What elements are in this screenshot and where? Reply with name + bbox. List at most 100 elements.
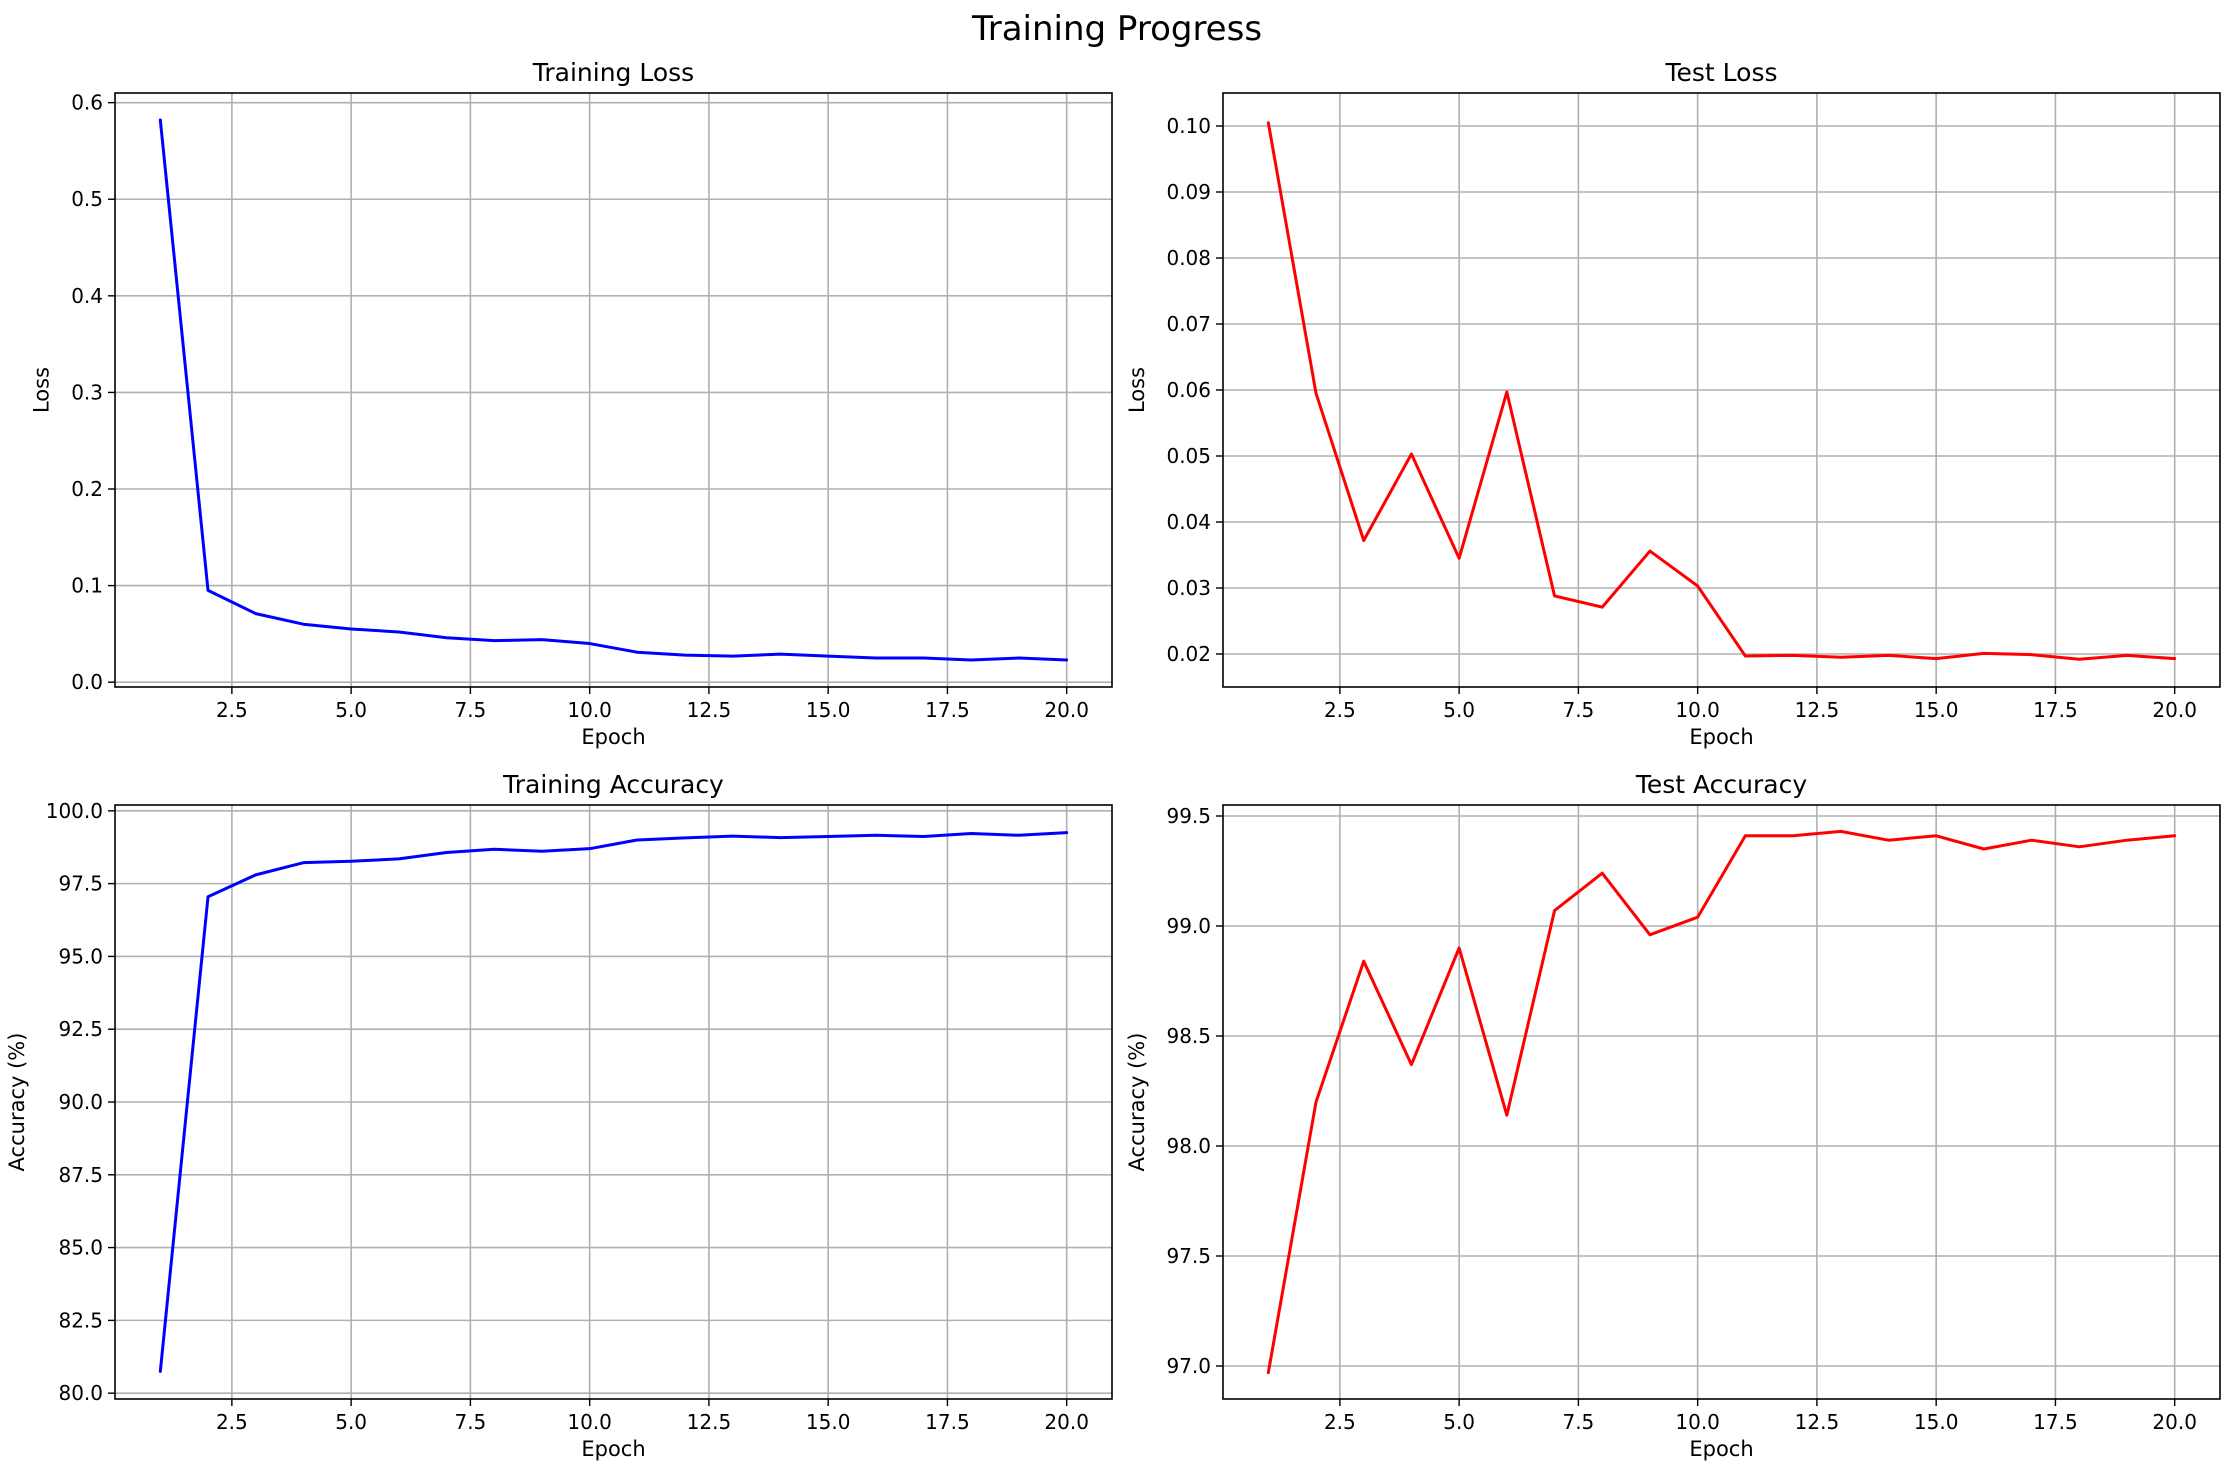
x-axis-label: Epoch: [1689, 1437, 1753, 1461]
data-point: [731, 655, 734, 658]
y-tick-label: 0.2: [71, 477, 103, 501]
data-point: [1696, 916, 1699, 919]
x-tick-label: 10.0: [567, 698, 612, 722]
data-point: [636, 651, 639, 654]
data-point: [540, 638, 543, 641]
data-point: [827, 835, 830, 838]
x-tick-label: 7.5: [454, 698, 486, 722]
data-point: [1505, 390, 1508, 393]
y-axis-label: Accuracy (%): [1125, 1033, 1149, 1172]
data-point: [1839, 830, 1842, 833]
x-tick-label: 2.5: [1324, 1410, 1356, 1434]
data-point: [1744, 654, 1747, 657]
y-tick-label: 90.0: [58, 1090, 103, 1114]
data-point: [1887, 839, 1890, 842]
axes-frame: [114, 804, 1113, 1400]
data-point: [159, 119, 162, 122]
axes-frame: [1222, 804, 2221, 1400]
x-tick-label: 20.0: [1044, 698, 1089, 722]
x-tick-label: 7.5: [1562, 1410, 1594, 1434]
data-point: [1887, 654, 1890, 657]
x-tick-label: 7.5: [454, 1410, 486, 1434]
data-point: [1744, 834, 1747, 837]
data-point: [1792, 834, 1795, 837]
y-tick-label: 99.5: [1166, 804, 1211, 828]
x-tick-label: 17.5: [2033, 698, 2078, 722]
data-point: [2078, 658, 2081, 661]
series-line: [158, 118, 1069, 662]
data-point: [350, 860, 353, 863]
data-point: [874, 834, 877, 837]
data-point: [445, 636, 448, 639]
data-point: [1065, 658, 1068, 661]
chart-training-loss: 2.5 5.0 7.5 10.0 12.5 15.0 17.5 20.0 0.0 0.1 0.2 0.…: [29, 58, 1113, 749]
x-tick-label: 5.0: [335, 698, 367, 722]
y-tick-label: 0.5: [71, 187, 103, 211]
x-tick-label: 20.0: [2152, 1410, 2197, 1434]
data-point: [254, 612, 257, 615]
y-tick-label: 0.08: [1166, 246, 1211, 270]
x-tick-label: 10.0: [1675, 698, 1720, 722]
x-tick-label: 20.0: [1044, 1410, 1089, 1434]
data-point: [445, 851, 448, 854]
y-axis-label: Accuracy (%): [5, 1033, 29, 1172]
y-tick-label: 97.0: [1166, 1354, 1211, 1378]
x-tick-label: 10.0: [1675, 1410, 1720, 1434]
data-point: [1410, 453, 1413, 456]
data-point: [1553, 909, 1556, 912]
data-point: [1315, 1101, 1318, 1104]
data-point: [1839, 656, 1842, 659]
data-point: [2173, 834, 2176, 837]
data-point: [2125, 654, 2128, 657]
x-tick-label: 12.5: [1795, 698, 1840, 722]
axes-title: Training Loss: [532, 58, 694, 87]
data-point: [207, 589, 210, 592]
data-point: [1458, 947, 1461, 950]
x-tick-label: 12.5: [687, 1410, 732, 1434]
data-point: [1362, 539, 1365, 542]
data-point: [1410, 1063, 1413, 1066]
chart-training-accuracy: 2.5 5.0 7.5 10.0 12.5 15.0 17.5 20.0 80.0 82.5 85.…: [5, 770, 1113, 1461]
chart-test-accuracy: 2.5 5.0 7.5 10.0 12.5 15.0 17.5 20.0 97.0 97.5 98.…: [1125, 770, 2221, 1461]
data-point: [1553, 594, 1556, 597]
data-point: [2078, 845, 2081, 848]
x-tick-label: 12.5: [687, 698, 732, 722]
data-point: [1935, 834, 1938, 837]
data-point: [827, 655, 830, 658]
y-tick-label: 97.5: [1166, 1244, 1211, 1268]
data-point: [1017, 834, 1020, 837]
data-point: [1648, 550, 1651, 553]
y-tick-label: 0.10: [1166, 114, 1211, 138]
data-point: [588, 847, 591, 850]
x-tick-label: 7.5: [1562, 698, 1594, 722]
y-tick-label: 92.5: [58, 1017, 103, 1041]
y-tick-label: 99.0: [1166, 914, 1211, 938]
y-tick-label: 0.02: [1166, 642, 1211, 666]
data-point: [1935, 657, 1938, 660]
y-tick-label: 87.5: [58, 1163, 103, 1187]
series-line: [1266, 121, 2177, 661]
y-tick-label: 0.3: [71, 380, 103, 404]
data-point: [779, 836, 782, 839]
data-point: [1601, 872, 1604, 875]
data-point: [1458, 557, 1461, 560]
data-point: [1792, 654, 1795, 657]
data-point: [874, 657, 877, 660]
x-tick-label: 20.0: [2152, 698, 2197, 722]
data-point: [1982, 652, 1985, 655]
x-tick-label: 5.0: [1443, 698, 1475, 722]
data-point: [493, 848, 496, 851]
x-tick-label: 10.0: [567, 1410, 612, 1434]
data-point: [2030, 839, 2033, 842]
data-point: [1696, 585, 1699, 588]
data-point: [970, 658, 973, 661]
data-point: [207, 895, 210, 898]
y-axis-label: Loss: [1125, 367, 1149, 413]
y-axis-label: Loss: [29, 367, 53, 413]
y-tick-label: 100.0: [46, 799, 103, 823]
figure-title: Training Progress: [971, 9, 1262, 49]
y-tick-label: 0.4: [71, 284, 103, 308]
x-tick-label: 2.5: [1324, 698, 1356, 722]
